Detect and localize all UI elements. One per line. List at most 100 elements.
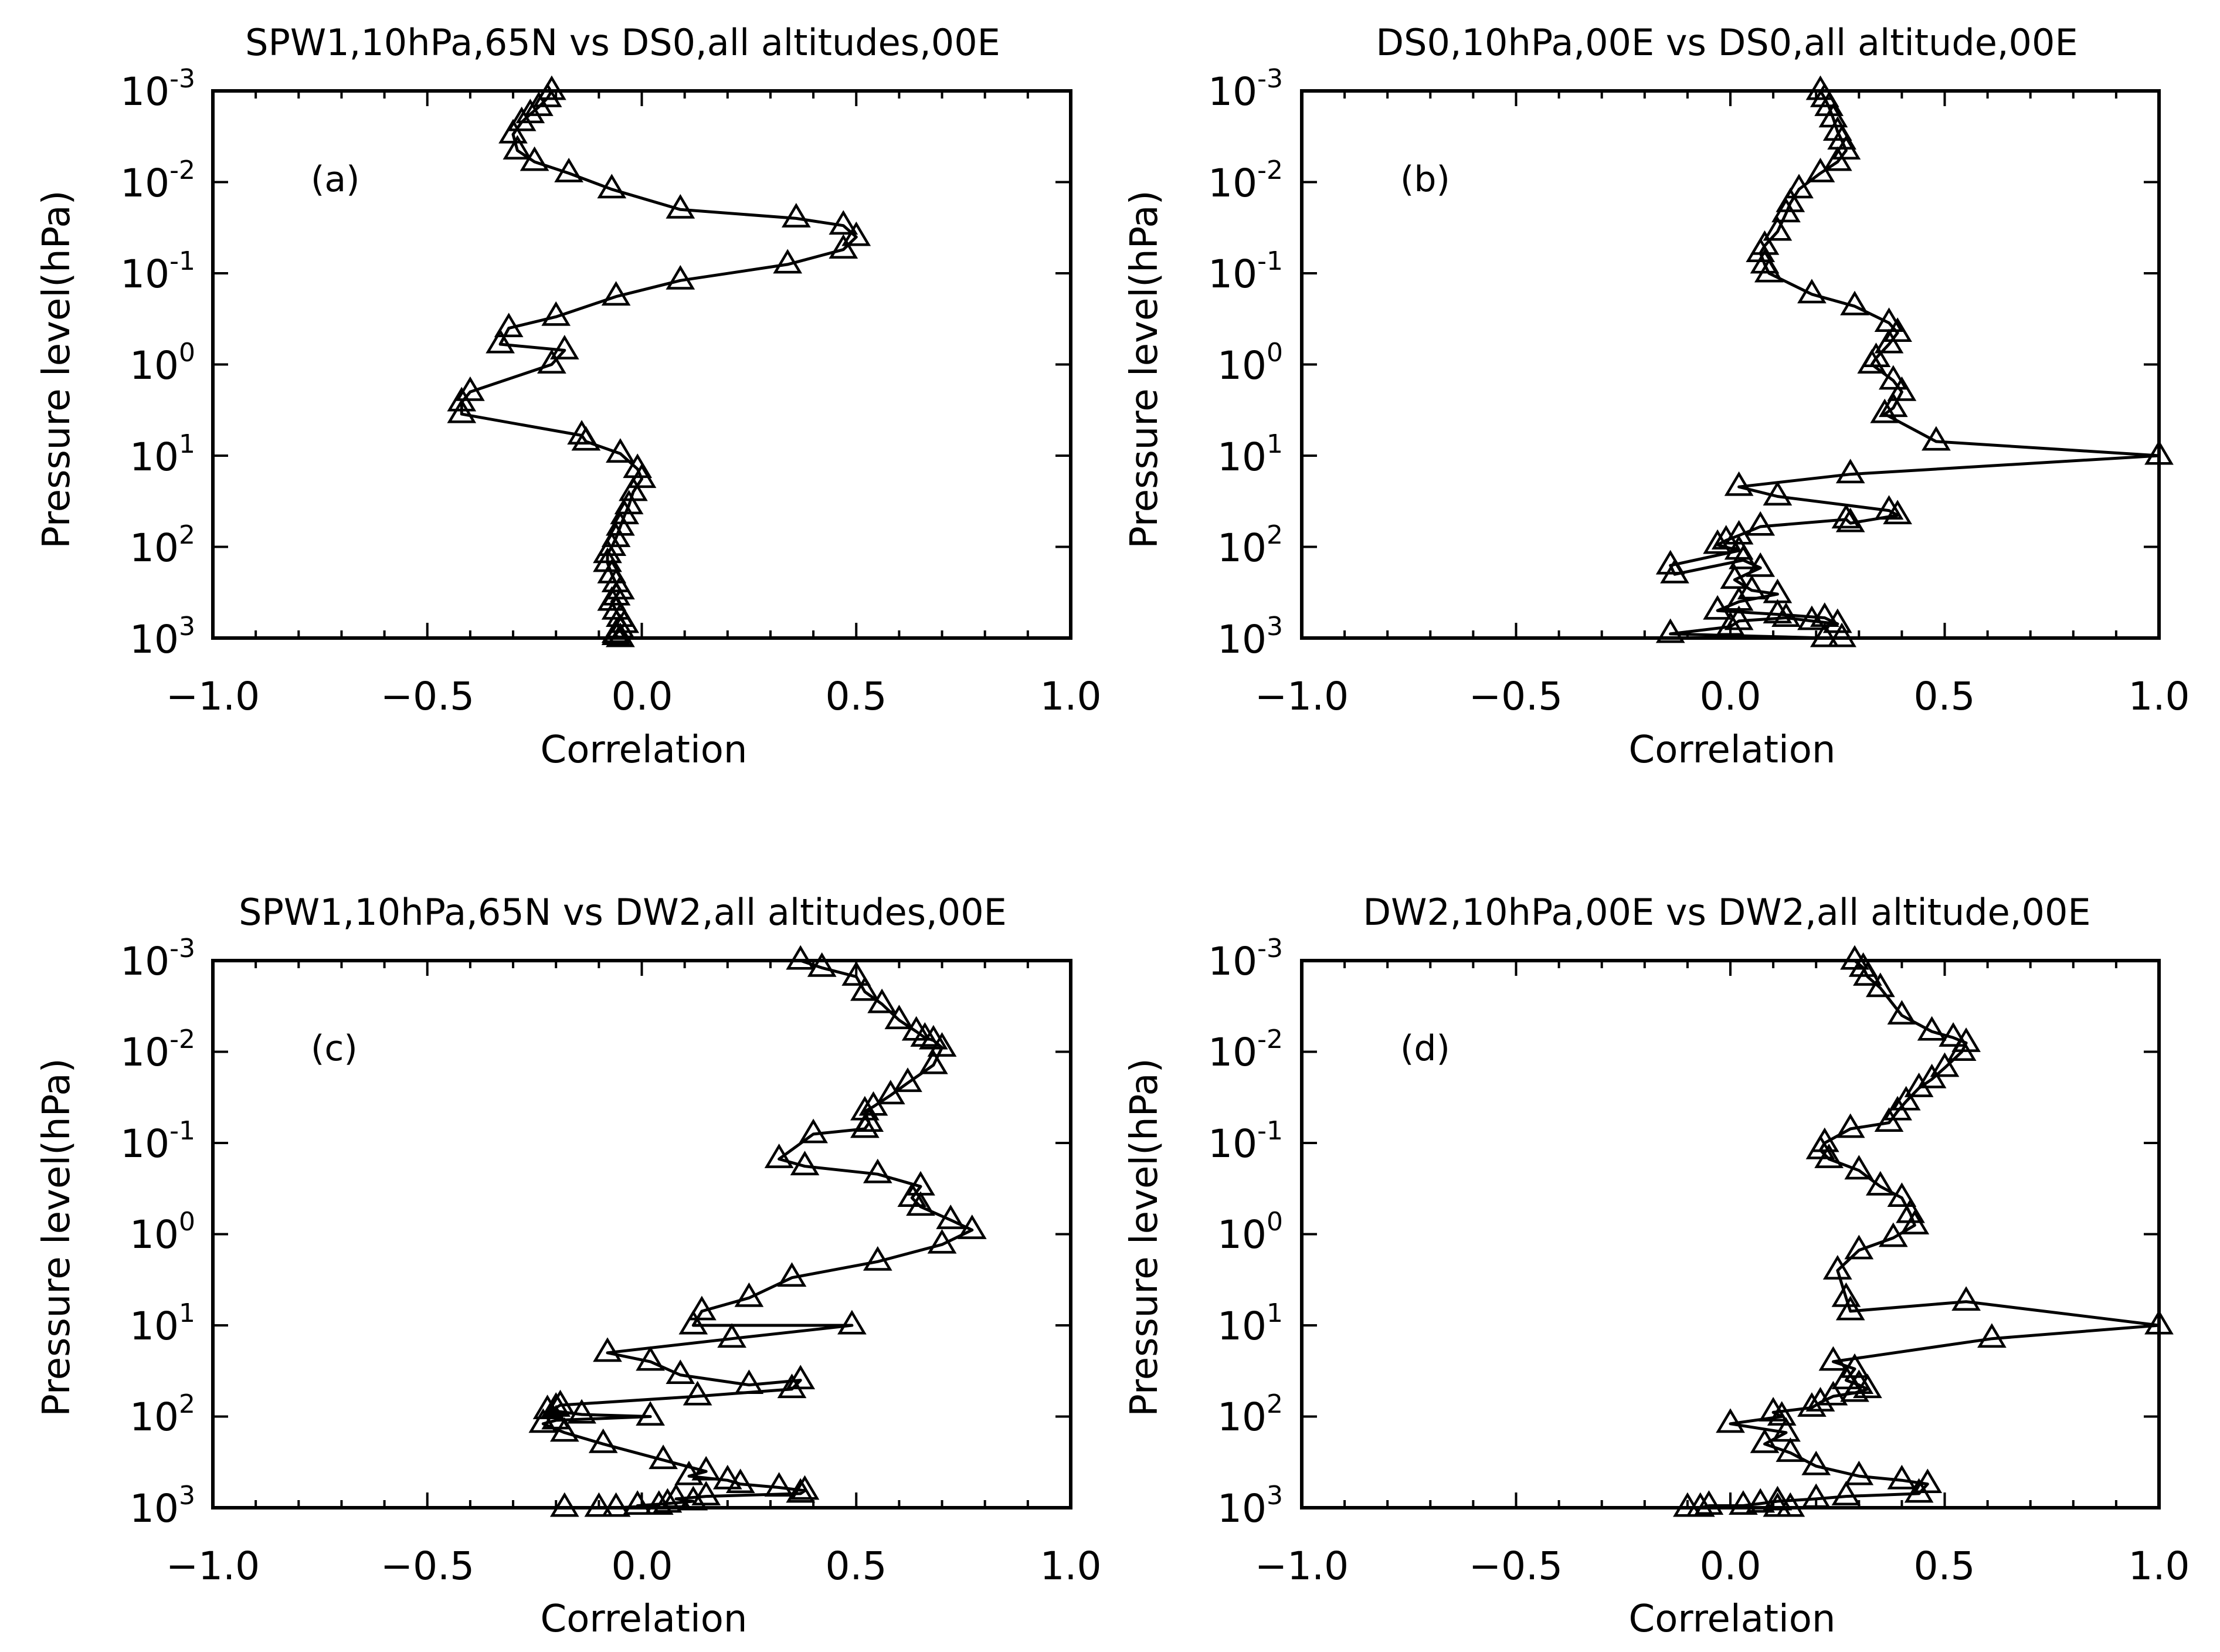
data-point: [541, 1405, 571, 1430]
plot-area: [1300, 945, 2174, 1517]
panel-b: DS0,10hPa,00E vs DS0,all altitude,00E −1…: [1123, 21, 2190, 772]
data-point: [807, 952, 837, 977]
data-point: [712, 1464, 742, 1490]
panel-d: DW2,10hPa,00E vs DW2,all altitude,00E −1…: [1123, 891, 2190, 1641]
data-point: [1930, 1052, 1960, 1077]
data-point: [927, 1229, 957, 1254]
y-tick-label: 100: [1217, 338, 1283, 388]
data-point: [537, 349, 566, 374]
plot-area: [1300, 75, 2174, 647]
y-tick-label: 10-3: [1208, 64, 1283, 114]
data-point: [777, 1373, 807, 1399]
panel-title: SPW1,10hPa,65N vs DW2,all altitudes,00E: [239, 891, 1007, 934]
data-point: [764, 1472, 794, 1497]
data-point: [777, 1262, 807, 1287]
data-point: [1922, 426, 1951, 451]
data-point: [786, 945, 816, 970]
data-point: [1767, 1401, 1797, 1426]
y-axis-label: Pressure level(hPa): [1123, 1058, 1166, 1416]
data-point: [837, 1310, 867, 1335]
data-point: [623, 1490, 653, 1515]
data-point: [1805, 1134, 1835, 1159]
x-tick-label: −1.0: [166, 1544, 260, 1589]
x-axis-label: Correlation: [541, 728, 748, 772]
data-point: [520, 146, 549, 171]
panel-title: DS0,10hPa,00E vs DS0,all altitude,00E: [1376, 21, 2078, 64]
data-point: [503, 135, 532, 160]
data-point: [764, 1143, 794, 1168]
y-tick-label: 10-3: [120, 64, 195, 114]
data-point: [734, 1282, 764, 1307]
y-tick-label: 10-2: [120, 1025, 195, 1075]
data-point: [636, 1346, 665, 1371]
data-point: [1818, 1380, 1848, 1406]
data-point: [781, 202, 811, 228]
data-point: [1818, 1346, 1848, 1371]
data-point: [1797, 605, 1827, 630]
data-point: [1840, 945, 1869, 970]
plot-area: [211, 75, 1072, 647]
data-point: [593, 1337, 622, 1362]
data-point: [850, 976, 880, 1001]
data-point: [1771, 198, 1801, 223]
data-point: [1771, 602, 1801, 627]
y-axis-label: Pressure level(hPa): [35, 1058, 79, 1416]
data-point: [1835, 507, 1865, 532]
data-point: [1835, 1113, 1865, 1138]
data-point: [666, 1359, 695, 1385]
data-point: [1814, 1143, 1844, 1168]
data-point: [614, 490, 644, 515]
data-point: [571, 426, 601, 451]
x-tick-labels: −1.0 −0.5 0.0 0.5 1.0: [166, 1544, 1102, 1589]
data-point: [541, 301, 571, 326]
data-point: [1831, 504, 1861, 529]
data-point: [1883, 1095, 1912, 1121]
data-point: [1831, 1481, 1861, 1506]
data-point: [456, 376, 485, 401]
y-tick-label: 101: [130, 429, 195, 480]
data-point: [1822, 1255, 1852, 1280]
data-point: [683, 1380, 712, 1406]
data-point: [906, 1191, 935, 1216]
data-point: [1883, 317, 1912, 342]
y-tick-label: 10-2: [1208, 155, 1283, 206]
data-point: [606, 622, 635, 647]
x-tick-label: 1.0: [1040, 1544, 1102, 1589]
data-point: [1853, 1373, 1882, 1399]
y-tick-label: 102: [130, 1389, 195, 1440]
data-point: [1865, 972, 1895, 998]
x-tick-label: −1.0: [166, 674, 260, 719]
data-point: [1887, 1000, 1917, 1025]
data-point: [1887, 1464, 1917, 1490]
y-tick-label: 100: [1217, 1207, 1283, 1257]
data-point: [786, 1365, 816, 1390]
data-point: [636, 1401, 665, 1426]
y-tick-label: 102: [1217, 1389, 1283, 1440]
data-point: [773, 249, 803, 274]
data-point: [1810, 622, 1839, 647]
data-point: [1724, 520, 1754, 545]
data-point: [893, 1067, 922, 1093]
x-tick-label: −0.5: [1469, 674, 1563, 719]
data-point: [1891, 1085, 1921, 1111]
data-point: [1797, 1392, 1827, 1417]
y-tick-labels: 10-3 10-2 10-1 100 101 102 103: [1208, 934, 1283, 1531]
data-point: [799, 1118, 828, 1144]
x-axis-label: Correlation: [1629, 1597, 1836, 1641]
data-point: [717, 1323, 746, 1348]
y-tick-label: 103: [130, 1481, 195, 1531]
data-point: [1951, 1286, 1981, 1311]
data-point: [1853, 961, 1882, 986]
data-point: [1771, 1417, 1801, 1442]
y-tick-label: 102: [130, 520, 195, 571]
y-axis-label: Pressure level(hPa): [35, 190, 79, 548]
data-point: [447, 398, 477, 423]
data-point: [601, 281, 631, 306]
x-tick-label: 1.0: [2129, 1544, 2190, 1589]
data-point: [1716, 1408, 1745, 1433]
series-line: [1669, 90, 2161, 640]
data-point: [884, 1005, 914, 1030]
x-tick-label: 0.0: [612, 1544, 673, 1589]
panel-c: SPW1,10hPa,65N vs DW2,all altitudes,00E …: [35, 891, 1101, 1641]
series-line: [541, 959, 974, 1509]
